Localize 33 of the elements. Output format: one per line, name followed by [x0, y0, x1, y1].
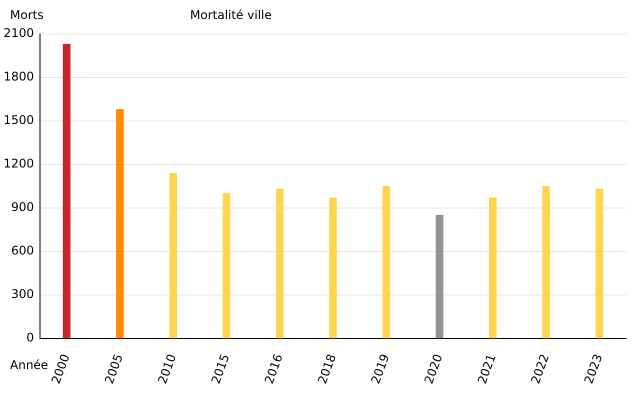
y-tick-label: 2100	[3, 26, 34, 40]
bar	[436, 214, 444, 338]
bar	[596, 188, 604, 338]
x-tick-label: 2021	[474, 352, 499, 386]
y-tick-label: 600	[11, 244, 34, 258]
y-tick-label: 900	[11, 200, 34, 214]
y-axis-title: Morts	[10, 8, 44, 22]
x-tick-label: 2005	[102, 352, 126, 386]
bar	[329, 197, 337, 338]
bar	[276, 188, 284, 338]
bar	[169, 172, 178, 338]
y-tick-label: 1800	[3, 70, 34, 84]
y-tick-label: 0	[26, 330, 34, 345]
bar	[116, 109, 124, 338]
y-tick-label: 300	[11, 287, 34, 302]
bar	[62, 44, 70, 338]
chart-title: Mortalité ville	[190, 8, 272, 22]
x-tick-label: 2010	[155, 352, 179, 386]
x-tick-label: 2000	[48, 352, 72, 386]
bar	[542, 186, 550, 338]
bar	[222, 193, 230, 338]
x-tick-label: 2022	[528, 352, 552, 386]
y-tick-label: 1200	[3, 156, 34, 171]
x-tick-label: 2016	[262, 352, 286, 386]
bar	[488, 197, 497, 338]
x-tick-label: 2020	[422, 352, 446, 386]
x-tick-label: 2015	[208, 352, 232, 386]
x-tick-label: 2018	[315, 352, 339, 386]
y-tick-label: 1500	[3, 113, 34, 128]
x-axis-title: Année	[10, 358, 48, 372]
bar	[382, 186, 390, 338]
x-tick-label: 2023	[582, 352, 606, 386]
x-tick-label: 2019	[368, 352, 392, 386]
